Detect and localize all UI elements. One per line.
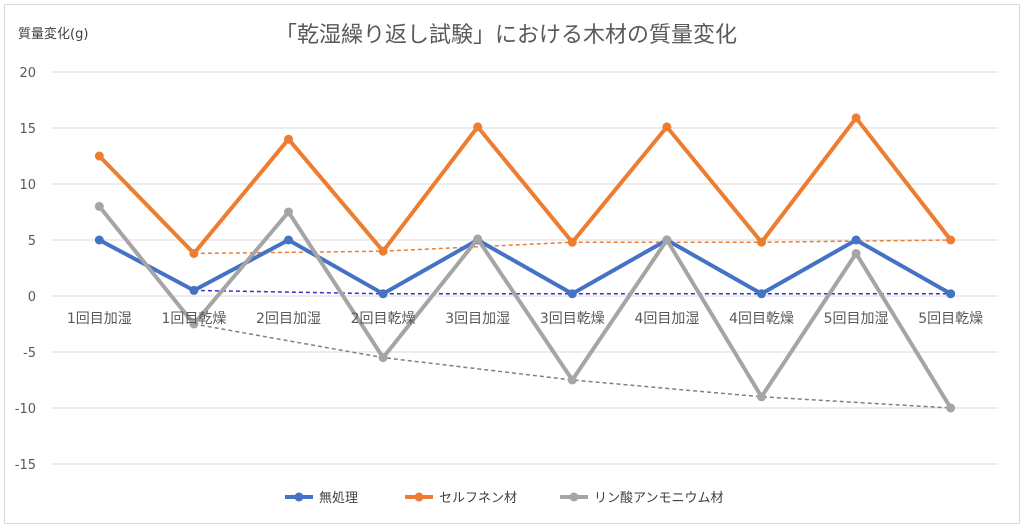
x-tick-label: 2回目加湿 xyxy=(256,311,321,327)
y-tick-label: 10 xyxy=(19,178,36,193)
data-point xyxy=(757,392,766,402)
y-tick-label: 20 xyxy=(19,66,36,81)
data-point xyxy=(662,122,672,132)
x-tick-label: 5回目乾燥 xyxy=(918,311,983,327)
data-point xyxy=(946,235,956,245)
chart-title: 「乾湿繰り返し試験」における木材の質量変化 xyxy=(275,23,737,48)
data-point xyxy=(757,289,766,299)
legend-label: リン酸アンモニウム材 xyxy=(594,491,723,506)
y-tick-label: 0 xyxy=(28,290,36,305)
data-point xyxy=(473,234,483,244)
data-point xyxy=(662,235,672,245)
data-point xyxy=(567,375,577,385)
x-tick-label: 3回目乾燥 xyxy=(540,311,605,327)
y-axis-label: 質量変化(g) xyxy=(18,26,88,42)
data-point xyxy=(851,235,861,245)
data-point xyxy=(567,289,577,299)
data-point xyxy=(946,403,956,413)
data-point xyxy=(189,319,199,329)
data-point xyxy=(284,235,293,245)
x-tick-label: 4回目乾燥 xyxy=(729,311,794,327)
data-point xyxy=(378,289,388,299)
x-tick-label: 5回目加湿 xyxy=(824,311,889,327)
trend-line-2 xyxy=(193,323,951,409)
data-point xyxy=(851,248,861,258)
legend-marker xyxy=(294,492,304,502)
data-point xyxy=(189,285,199,295)
y-tick-label: 15 xyxy=(19,122,36,137)
data-point xyxy=(567,237,577,247)
x-tick-label: 2回目乾燥 xyxy=(351,311,416,327)
legend-label: 無処理 xyxy=(319,491,358,506)
series-line-1 xyxy=(97,115,953,256)
data-point xyxy=(284,134,293,144)
x-tick-label: 1回目加湿 xyxy=(67,311,132,327)
data-point xyxy=(851,113,861,123)
data-point xyxy=(94,235,104,245)
x-tick-label: 4回目加湿 xyxy=(634,311,699,327)
data-point xyxy=(946,289,956,299)
data-point xyxy=(94,201,104,211)
y-tick-label: 5 xyxy=(28,234,36,249)
data-point xyxy=(189,248,199,258)
legend-label: セルフネン材 xyxy=(439,491,517,506)
y-tick-label: -15 xyxy=(15,458,36,473)
series-line-2 xyxy=(97,205,953,410)
data-point xyxy=(284,207,293,217)
data-point xyxy=(378,246,388,256)
y-tick-label: -5 xyxy=(23,346,36,361)
x-tick-label: 1回目乾燥 xyxy=(161,311,226,327)
legend-marker xyxy=(414,492,424,502)
data-point xyxy=(757,237,766,247)
data-point xyxy=(94,151,104,161)
data-point xyxy=(473,122,483,132)
data-point xyxy=(378,353,388,363)
legend-marker xyxy=(569,492,579,502)
x-tick-label: 3回目加湿 xyxy=(445,311,510,327)
y-tick-label: -10 xyxy=(15,402,36,417)
